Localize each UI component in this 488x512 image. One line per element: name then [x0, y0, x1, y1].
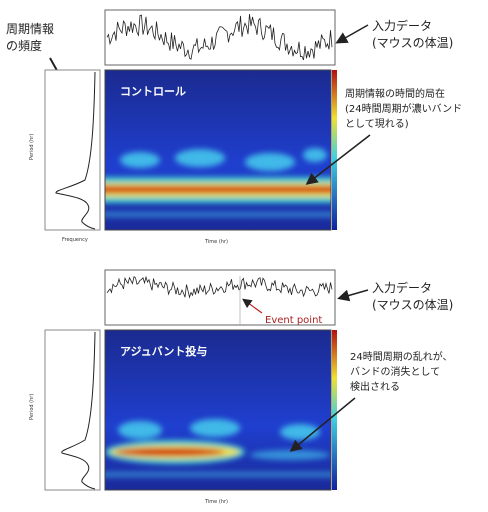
- frequency-panel: [44, 329, 101, 491]
- axis-label: Frequency: [62, 237, 88, 243]
- colorbar: [332, 330, 337, 490]
- frequency-label: の頻度: [6, 38, 42, 53]
- arrow: [337, 289, 369, 302]
- heatmap-title: アジュバント投与: [120, 344, 207, 358]
- annotation: 24時間周期の乱れが、: [350, 350, 453, 363]
- frequency-curve: [61, 331, 96, 490]
- heatmap: [105, 330, 331, 490]
- input-trace: [106, 13, 333, 61]
- input-trace: [106, 275, 333, 299]
- frequency-panel: [44, 69, 101, 231]
- annotation: 周期情報の時間的局在: [345, 87, 445, 100]
- annotation: として現れる): [345, 118, 409, 130]
- arrow: [242, 298, 263, 314]
- input-label: 入力データ: [372, 18, 432, 33]
- axis-label: Time (hr): [204, 499, 228, 505]
- colorbar: [332, 70, 337, 230]
- event-label: Event point: [265, 315, 322, 326]
- annotation: バンドの消失として: [350, 365, 440, 378]
- annotation: (24時間周期が濃いバンド: [345, 102, 462, 115]
- arrow: [289, 397, 356, 452]
- frequency-label: 周期情報: [6, 22, 54, 36]
- input-label: (マウスの体温): [372, 36, 453, 50]
- arrow: [305, 134, 371, 185]
- axis-label: Time (hr): [204, 239, 228, 245]
- axis-label: Period (hr): [29, 134, 35, 160]
- input-label: (マウスの体温): [372, 298, 453, 312]
- arrow: [335, 24, 369, 44]
- input-label: 入力データ: [372, 280, 432, 295]
- heatmap-title: コントロール: [120, 85, 186, 98]
- annotation: 検出される: [350, 380, 400, 393]
- heatmap: [105, 70, 331, 230]
- trace-box: [104, 9, 336, 66]
- axis-label: Period (hr): [29, 394, 35, 420]
- frequency-curve: [55, 71, 96, 230]
